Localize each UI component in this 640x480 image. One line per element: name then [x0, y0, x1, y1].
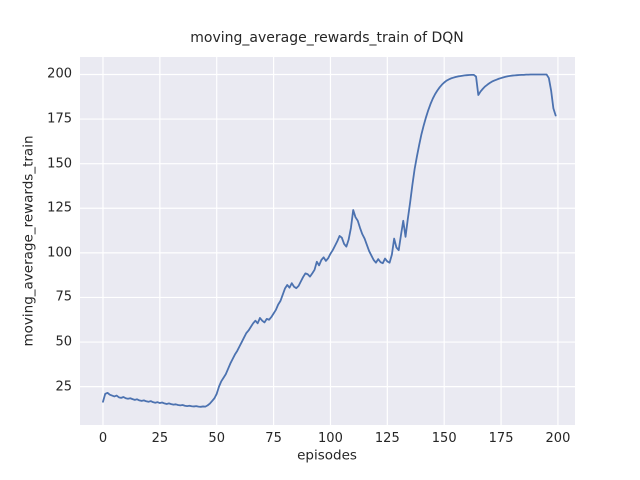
y-tick-label: 100 [47, 245, 72, 261]
x-tick-label: 75 [265, 431, 282, 446]
x-tick-label: 175 [488, 431, 514, 446]
x-tick-label: 100 [318, 431, 343, 446]
y-tick-label: 175 [47, 111, 72, 127]
y-tick-label: 25 [55, 379, 72, 395]
x-tick-label: 125 [374, 431, 400, 446]
x-axis-label: episodes [297, 447, 357, 464]
x-tick-label: 50 [208, 431, 225, 446]
y-tick-label: 125 [47, 200, 72, 216]
y-tick-label: 150 [47, 156, 72, 172]
axes-panel [80, 57, 575, 425]
x-tick-label: 25 [151, 431, 169, 446]
y-tick-label: 200 [47, 66, 72, 82]
y-axis-label: moving_average_rewards_train [20, 135, 37, 347]
x-tick-label: 150 [431, 431, 457, 446]
y-tick-label: 75 [55, 289, 72, 305]
chart-title: moving_average_rewards_train of DQN [190, 30, 464, 46]
dqn-reward-line [102, 73, 557, 408]
x-tick-label: 0 [98, 431, 108, 446]
y-tick-label: 50 [55, 334, 72, 350]
x-tick-label: 200 [545, 431, 571, 446]
